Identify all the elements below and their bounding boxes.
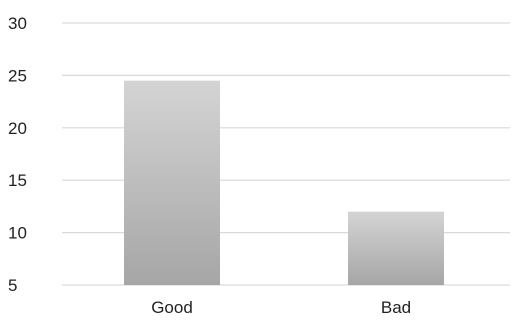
y-tick-label-5: 5 — [8, 276, 17, 295]
bar-bad — [348, 211, 444, 285]
y-axis-ticks: 5 10 15 20 25 30 — [8, 14, 27, 295]
y-tick-label-15: 15 — [8, 171, 27, 190]
bars — [124, 80, 444, 285]
bar-good — [124, 80, 220, 285]
y-tick-label-10: 10 — [8, 224, 27, 243]
y-tick-label-20: 20 — [8, 119, 27, 138]
y-tick-label-25: 25 — [8, 66, 27, 85]
x-axis-labels: Good Bad — [151, 298, 411, 317]
y-tick-label-30: 30 — [8, 14, 27, 33]
x-category-label-bad: Bad — [381, 298, 411, 317]
x-category-label-good: Good — [151, 298, 193, 317]
